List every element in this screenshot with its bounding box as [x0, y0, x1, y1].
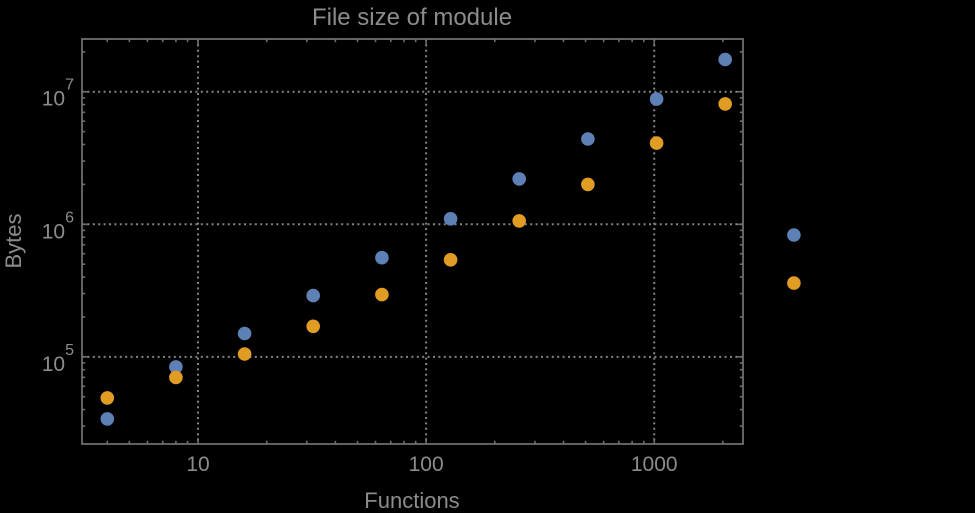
- gridline-layer: [82, 39, 743, 444]
- data-point-orange: [169, 370, 183, 385]
- plot-frame: [81, 38, 744, 445]
- x-tick-label: 100: [409, 453, 444, 476]
- data-point-blue: [649, 92, 664, 106]
- data-point-orange: [581, 177, 595, 192]
- x-tick-label: 1000: [631, 453, 678, 476]
- data-point-layer: [100, 52, 801, 426]
- x-axis-label: Functions: [364, 488, 459, 513]
- data-point-orange: [306, 319, 321, 334]
- data-point-blue: [169, 360, 183, 374]
- data-point-orange: [787, 276, 801, 290]
- data-point-blue: [375, 250, 389, 265]
- y-tick-label: 107: [42, 77, 74, 111]
- data-point-blue: [100, 412, 115, 426]
- data-point-blue: [512, 172, 526, 186]
- data-point-blue: [306, 288, 321, 303]
- y-tick-label: 106: [42, 209, 74, 243]
- data-point-orange: [375, 287, 389, 302]
- tick-label-layer: 10 100 1000 105 106 107: [42, 77, 678, 476]
- data-point-blue: [787, 228, 801, 242]
- chart-title: File size of module: [312, 4, 512, 31]
- data-point-orange: [512, 214, 526, 228]
- data-point-blue: [237, 326, 252, 341]
- data-point-orange: [718, 97, 732, 111]
- data-point-orange: [237, 347, 252, 361]
- y-tick-label: 105: [42, 342, 74, 376]
- data-point-blue: [581, 132, 595, 146]
- data-point-orange: [649, 136, 664, 150]
- x-tick-label: 10: [186, 453, 209, 476]
- data-point-orange: [100, 391, 115, 405]
- y-axis-label: Bytes: [1, 213, 26, 268]
- data-point-orange: [443, 252, 458, 267]
- tick-layer: [82, 39, 743, 444]
- data-point-blue: [718, 52, 732, 67]
- data-point-blue: [443, 212, 458, 226]
